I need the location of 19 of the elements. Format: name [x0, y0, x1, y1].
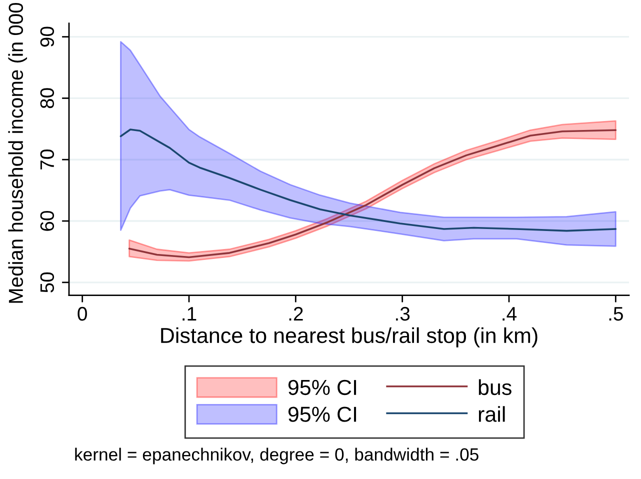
legend-label: bus	[478, 379, 512, 396]
y-tick-label: 80	[40, 88, 54, 108]
text: kernel = epanechnikov, degree = 0, bandwidth = .05	[75, 448, 478, 464]
legend-label: 95% CI	[288, 406, 356, 422]
x-tick-label: .5	[609, 307, 623, 321]
line-series	[120, 128, 617, 232]
x-tick-label: .1	[182, 307, 196, 320]
legend-label: 95% CI	[288, 380, 356, 396]
x-tick-label: .4	[502, 307, 517, 320]
x-axis-title: Distance to nearest bus/rail stop (in km)	[161, 327, 538, 348]
y-tick-label: 60	[40, 210, 54, 231]
x-tick-label: .2	[289, 306, 303, 320]
y-axis-title: Median household income (in 000	[8, 2, 27, 303]
y-tick-label: 70	[40, 150, 54, 170]
legend-label: rail	[478, 406, 505, 422]
x-tick-label: 0	[78, 306, 87, 321]
y-tick-label: 90	[40, 26, 54, 47]
x-tick-label: .3	[396, 306, 410, 321]
y-tick-label: 50	[40, 272, 54, 292]
